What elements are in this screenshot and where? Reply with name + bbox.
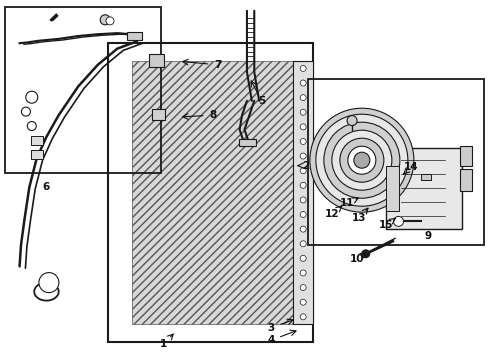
Circle shape	[27, 122, 36, 131]
Bar	[420, 174, 430, 180]
Circle shape	[300, 80, 305, 86]
Circle shape	[26, 91, 38, 103]
Circle shape	[300, 284, 305, 291]
Circle shape	[39, 273, 59, 293]
Circle shape	[300, 314, 305, 320]
Text: 6: 6	[43, 182, 50, 192]
Circle shape	[100, 15, 110, 25]
Text: 2: 2	[302, 161, 308, 171]
Text: 8: 8	[209, 110, 216, 120]
Circle shape	[309, 108, 413, 212]
Circle shape	[331, 130, 391, 190]
Circle shape	[300, 124, 305, 130]
Text: 9: 9	[424, 231, 430, 241]
Circle shape	[361, 250, 369, 258]
Circle shape	[300, 299, 305, 305]
Bar	[132, 61, 293, 324]
Bar	[459, 169, 471, 191]
Circle shape	[300, 139, 305, 144]
Circle shape	[300, 241, 305, 247]
Bar	[31, 136, 42, 145]
Bar	[386, 148, 461, 229]
Bar	[386, 166, 398, 211]
Bar	[127, 32, 142, 40]
Circle shape	[300, 168, 305, 174]
Text: 1: 1	[160, 339, 167, 349]
Circle shape	[300, 212, 305, 217]
Bar	[151, 109, 165, 120]
Text: 11: 11	[339, 198, 354, 208]
Circle shape	[346, 116, 356, 126]
Circle shape	[393, 216, 403, 226]
Circle shape	[300, 95, 305, 101]
Circle shape	[300, 66, 305, 71]
Bar	[5, 7, 161, 173]
Circle shape	[300, 182, 305, 188]
Bar	[293, 61, 312, 324]
Bar	[31, 150, 42, 159]
Bar	[107, 43, 312, 342]
Text: 15: 15	[378, 220, 393, 230]
Text: 5: 5	[258, 96, 264, 106]
Text: 10: 10	[349, 254, 364, 264]
Text: 4: 4	[267, 335, 275, 345]
Circle shape	[323, 122, 399, 198]
Circle shape	[300, 255, 305, 261]
Text: 14: 14	[403, 162, 417, 172]
Bar	[238, 139, 255, 146]
Circle shape	[353, 152, 369, 168]
Circle shape	[315, 114, 407, 206]
Circle shape	[300, 153, 305, 159]
Text: 12: 12	[325, 209, 339, 219]
Bar	[307, 79, 483, 245]
Circle shape	[300, 226, 305, 232]
Circle shape	[300, 109, 305, 115]
Circle shape	[106, 17, 114, 25]
Text: 3: 3	[267, 323, 274, 333]
Circle shape	[339, 138, 383, 182]
Text: 13: 13	[351, 213, 366, 223]
Circle shape	[300, 270, 305, 276]
Circle shape	[347, 146, 375, 174]
Circle shape	[21, 107, 30, 116]
Text: 7: 7	[213, 60, 221, 70]
Bar	[149, 54, 163, 67]
Bar	[459, 146, 471, 166]
Circle shape	[300, 197, 305, 203]
